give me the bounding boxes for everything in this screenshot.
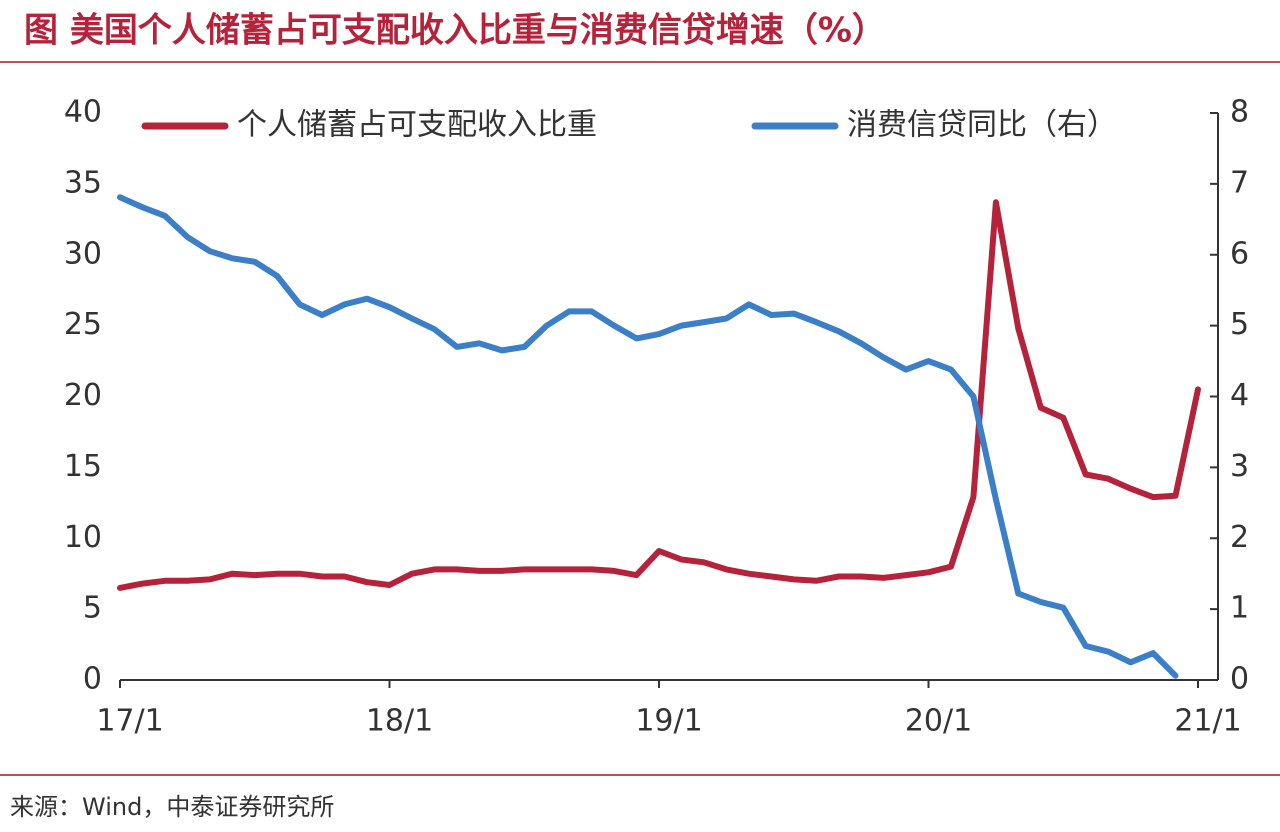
y2-tick-label: 4: [1230, 378, 1249, 413]
series-line: [117, 194, 1179, 679]
x-tick-label: 21/1: [1174, 704, 1241, 739]
y-tick-label: 10: [64, 520, 102, 555]
y-tick-label: 30: [64, 236, 102, 271]
y-tick-label: 40: [64, 95, 102, 130]
x-tick-label: 20/1: [905, 704, 972, 739]
source: 来源：Wind，中泰证券研究所: [10, 793, 334, 821]
y2-tick-label: 8: [1230, 95, 1249, 130]
y-tick-label: 15: [64, 449, 102, 484]
y2-tick-label: 5: [1230, 307, 1249, 342]
y-tick-label: 0: [83, 662, 102, 697]
legend-label: 消费信贷同比（右）: [847, 108, 1117, 143]
legend-label: 个人储蓄占可支配收入比重: [237, 108, 597, 143]
y2-tick-label: 0: [1230, 662, 1249, 697]
y-tick-label: 5: [83, 591, 102, 626]
y-tick-label: 25: [64, 307, 102, 342]
x-tick-label: 17/1: [96, 704, 163, 739]
y2-tick-label: 6: [1230, 236, 1249, 271]
y2-tick-label: 1: [1230, 591, 1249, 626]
y2-tick-label: 7: [1230, 165, 1249, 200]
series-line: [117, 199, 1201, 591]
y-tick-label: 20: [64, 378, 102, 413]
x-tick-label: 18/1: [366, 704, 433, 739]
y2-tick-label: 2: [1230, 520, 1249, 555]
y2-tick-label: 3: [1230, 449, 1249, 484]
y-tick-label: 35: [64, 165, 102, 200]
chart-title: 图 美国个人储蓄占可支配收入比重与消费信贷增速（%）: [24, 11, 886, 51]
x-tick-label: 19/1: [635, 704, 702, 739]
